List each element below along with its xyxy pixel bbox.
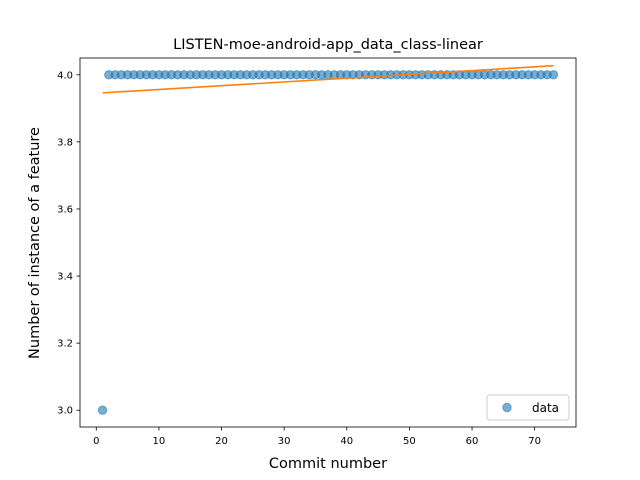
x-tick-label: 70 xyxy=(528,436,541,447)
x-tick-label: 0 xyxy=(93,436,99,447)
x-axis: 0 10 20 30 40 50 60 70 xyxy=(93,427,541,447)
y-axis: 3.0 3.2 3.4 3.6 3.8 4.0 xyxy=(57,70,80,417)
y-tick-label: 3.6 xyxy=(57,204,73,215)
y-tick-label: 3.2 xyxy=(57,339,73,350)
data-point xyxy=(548,70,559,80)
legend-label: data xyxy=(532,401,559,415)
x-tick-label: 30 xyxy=(278,436,291,447)
y-tick-label: 3.0 xyxy=(57,406,73,417)
x-tick-label: 50 xyxy=(403,436,416,447)
chart-title: LISTEN-moe-android-app_data_class-linear xyxy=(173,37,483,53)
y-tick-label: 4.0 xyxy=(57,70,73,81)
x-tick-label: 40 xyxy=(340,436,353,447)
y-tick-label: 3.8 xyxy=(57,137,73,148)
y-axis-label: Number of instance of a feature xyxy=(27,127,43,359)
x-tick-label: 10 xyxy=(153,436,166,447)
fit-line xyxy=(102,64,554,94)
legend-marker xyxy=(502,402,512,413)
plot-area xyxy=(79,57,577,428)
y-tick-label: 3.4 xyxy=(57,272,73,283)
legend-box xyxy=(486,394,570,421)
data-point xyxy=(97,405,108,415)
x-axis-label: Commit number xyxy=(269,456,387,472)
x-tick-label: 60 xyxy=(466,436,479,447)
legend: data xyxy=(486,394,570,421)
x-tick-label: 20 xyxy=(215,436,228,447)
axes-frame xyxy=(79,57,577,428)
